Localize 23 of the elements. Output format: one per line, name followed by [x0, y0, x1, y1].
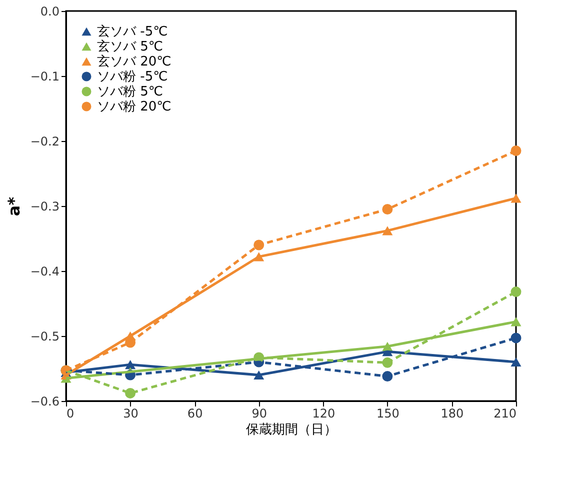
legend-label: 玄ソバ 20℃ — [97, 54, 172, 70]
x-tick-label: 60 — [187, 406, 203, 420]
y-axis-title: a* — [4, 196, 24, 216]
x-tick-label: 150 — [376, 406, 400, 420]
y-tick-label: −0.5 — [30, 330, 60, 344]
x-tick-label: 180 — [440, 406, 464, 420]
x-tick-label: 0 — [66, 406, 74, 420]
x-tick-label: 120 — [312, 406, 336, 420]
y-tick-label: −0.2 — [30, 134, 60, 148]
y-tick-label: −0.1 — [30, 70, 60, 84]
y-tick-label: −0.3 — [30, 200, 60, 214]
legend-label: ソバ粉 5℃ — [97, 84, 164, 100]
legend-label: ソバ粉 -5℃ — [97, 70, 168, 84]
legend-label: 玄ソバ -5℃ — [97, 24, 168, 40]
x-tick-label: 210 — [494, 406, 516, 420]
x-tick-label: 90 — [252, 406, 267, 420]
y-tick-label: −0.6 — [30, 394, 60, 408]
x-tick-label: 30 — [123, 406, 138, 420]
y-tick-label: 0.0 — [40, 4, 60, 18]
legend-label: ソバ粉 20℃ — [97, 100, 172, 114]
x-axis-title: 保蔵期間（日） — [246, 422, 337, 438]
legend-label: 玄ソバ 5℃ — [97, 38, 164, 54]
y-tick-label: −0.4 — [30, 264, 60, 278]
